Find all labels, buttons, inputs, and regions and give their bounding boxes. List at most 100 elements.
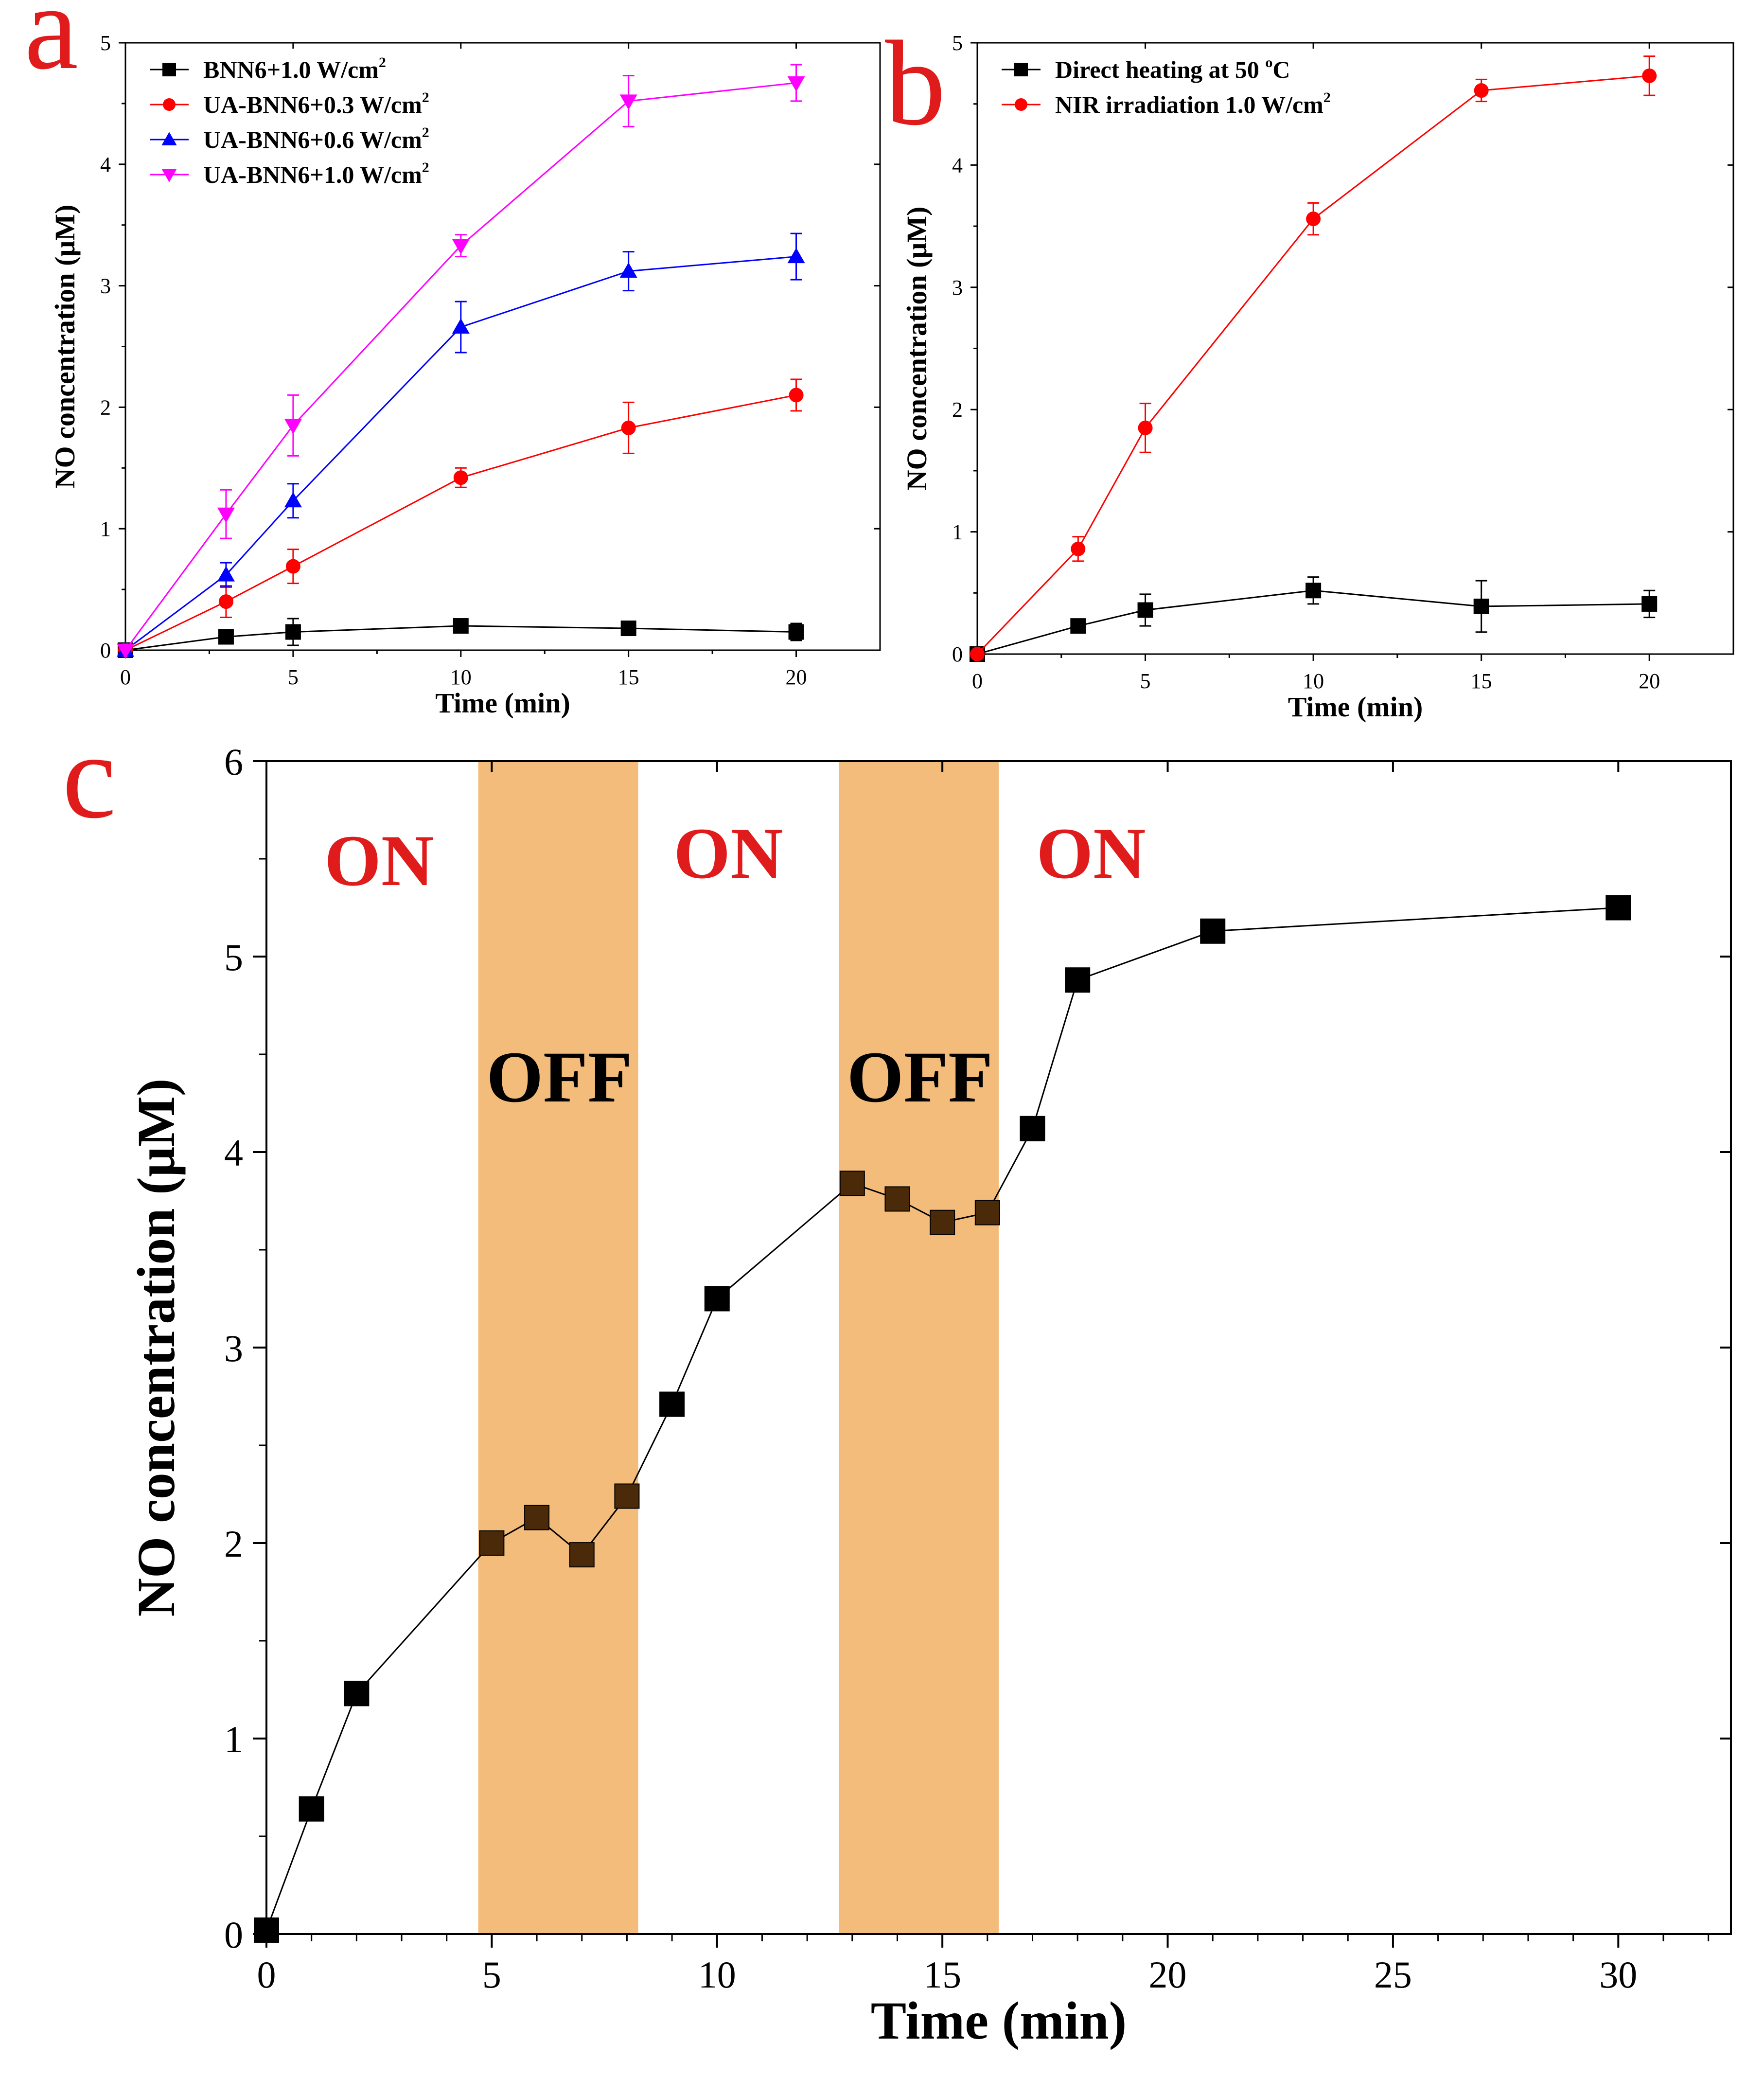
legend-label: NIR irradiation 1.0 W/cm2 xyxy=(1055,89,1331,118)
legend-marker xyxy=(163,98,176,111)
x-axis-title: Time (min) xyxy=(871,1991,1127,2050)
off-region xyxy=(838,761,999,1934)
data-point xyxy=(1065,967,1091,993)
series-line xyxy=(976,75,1650,655)
data-point xyxy=(217,566,235,582)
x-tick-label: 15 xyxy=(618,665,639,689)
data-point xyxy=(1070,618,1086,634)
legend-label-main: UA-BNN6+1.0 W/cm xyxy=(203,161,422,188)
x-tick-label: 10 xyxy=(1303,669,1324,693)
on-label: ON xyxy=(324,820,434,901)
data-point xyxy=(614,1483,640,1509)
legend-label: BNN6+1.0 W/cm2 xyxy=(203,54,386,83)
y-tick-label: 0 xyxy=(224,1914,243,1956)
legend-label: UA-BNN6+1.0 W/cm2 xyxy=(203,160,429,188)
y-tick-label: 1 xyxy=(952,520,963,544)
y-axis-title: NO concentration (μM) xyxy=(901,207,933,491)
legend-label-sup: o xyxy=(1265,54,1272,71)
legend-label-main: NIR irradiation 1.0 W/cm xyxy=(1055,91,1323,118)
data-point xyxy=(217,507,235,523)
data-point xyxy=(1605,895,1631,921)
y-tick-label: 5 xyxy=(952,31,963,55)
x-tick-label: 5 xyxy=(288,665,299,689)
series-line xyxy=(125,625,796,651)
y-axis-title: NO concentration (μM) xyxy=(126,1078,186,1616)
legend-label-sup: 2 xyxy=(422,124,429,141)
data-point xyxy=(619,262,637,278)
data-point xyxy=(479,1530,505,1556)
legend-marker xyxy=(161,169,177,182)
x-tick-label: 15 xyxy=(1471,669,1492,693)
x-axis-title: Time (min) xyxy=(435,687,570,719)
y-tick-label: 5 xyxy=(100,31,111,55)
x-tick-label: 20 xyxy=(1149,1953,1187,1996)
panel-label-b: b xyxy=(885,16,946,151)
data-point xyxy=(344,1681,370,1706)
data-point xyxy=(299,1796,324,1822)
data-point xyxy=(1641,596,1658,612)
legend-label-tail: C xyxy=(1272,56,1290,83)
off-label: OFF xyxy=(486,1037,632,1118)
y-tick-label: 3 xyxy=(100,274,111,298)
x-tick-label: 5 xyxy=(1140,669,1151,693)
data-point xyxy=(218,629,234,645)
data-point xyxy=(974,1200,1000,1225)
y-tick-label: 4 xyxy=(224,1132,243,1174)
data-point xyxy=(285,624,301,640)
data-point xyxy=(788,624,804,640)
data-point xyxy=(1137,602,1153,618)
x-tick-label: 10 xyxy=(450,665,472,689)
y-tick-label: 3 xyxy=(952,276,963,300)
x-tick-label: 0 xyxy=(257,1953,276,1996)
x-tick-label: 5 xyxy=(482,1953,501,1996)
data-point xyxy=(1138,420,1153,435)
data-point xyxy=(285,559,300,574)
legend-label: Direct heating at 50 oC xyxy=(1055,54,1290,83)
x-tick-label: 20 xyxy=(786,665,807,689)
x-tick-label: 25 xyxy=(1374,1953,1412,1996)
data-point xyxy=(452,239,470,255)
data-point xyxy=(787,248,805,264)
chart-panel-c: 0 5 10 15 20 25 30 0 1 2 3 4 5 6 Time (min) NO concentr… xyxy=(126,741,1732,2050)
series-line xyxy=(125,394,796,651)
data-point xyxy=(524,1505,550,1530)
y-tick-label: 1 xyxy=(224,1718,243,1760)
x-tick-label: 10 xyxy=(698,1953,736,1996)
on-label: ON xyxy=(1036,813,1146,894)
data-point xyxy=(1474,83,1489,98)
legend-label-main: Direct heating at 50 xyxy=(1055,56,1265,83)
y-tick-label: 5 xyxy=(224,936,243,978)
data-point xyxy=(1306,212,1321,227)
data-point xyxy=(970,647,985,661)
data-point xyxy=(621,420,636,435)
data-point xyxy=(452,318,470,334)
data-point xyxy=(619,94,637,110)
data-point xyxy=(1305,583,1322,599)
legend-marker xyxy=(1015,98,1027,111)
legend-label: UA-BNN6+0.3 W/cm2 xyxy=(203,89,429,118)
y-tick-label: 0 xyxy=(100,639,111,662)
y-tick-label: 2 xyxy=(224,1523,243,1565)
y-tick-label: 4 xyxy=(952,153,963,177)
data-point xyxy=(839,1171,865,1196)
y-tick-label: 4 xyxy=(100,153,111,177)
y-tick-label: 0 xyxy=(952,642,963,666)
legend-label-sup: 2 xyxy=(1323,89,1331,106)
y-axis-title: NO concentration (μM) xyxy=(49,205,81,489)
legend-marker xyxy=(162,63,176,76)
x-tick-label: 20 xyxy=(1639,669,1660,693)
panel-label-a: a xyxy=(24,0,78,95)
off-region xyxy=(478,761,638,1934)
x-axis-title: Time (min) xyxy=(1288,691,1423,723)
data-point xyxy=(218,594,233,609)
data-point xyxy=(453,470,468,485)
data-point xyxy=(789,388,804,403)
y-tick-label: 3 xyxy=(224,1327,243,1369)
legend-label-sup: 2 xyxy=(379,54,386,71)
data-point xyxy=(1020,1116,1045,1141)
data-point xyxy=(884,1186,910,1212)
legend-label-main: BNN6+1.0 W/cm xyxy=(203,56,379,83)
data-point xyxy=(284,419,302,434)
legend-label-sup: 2 xyxy=(422,160,429,176)
series-line xyxy=(977,589,1650,655)
